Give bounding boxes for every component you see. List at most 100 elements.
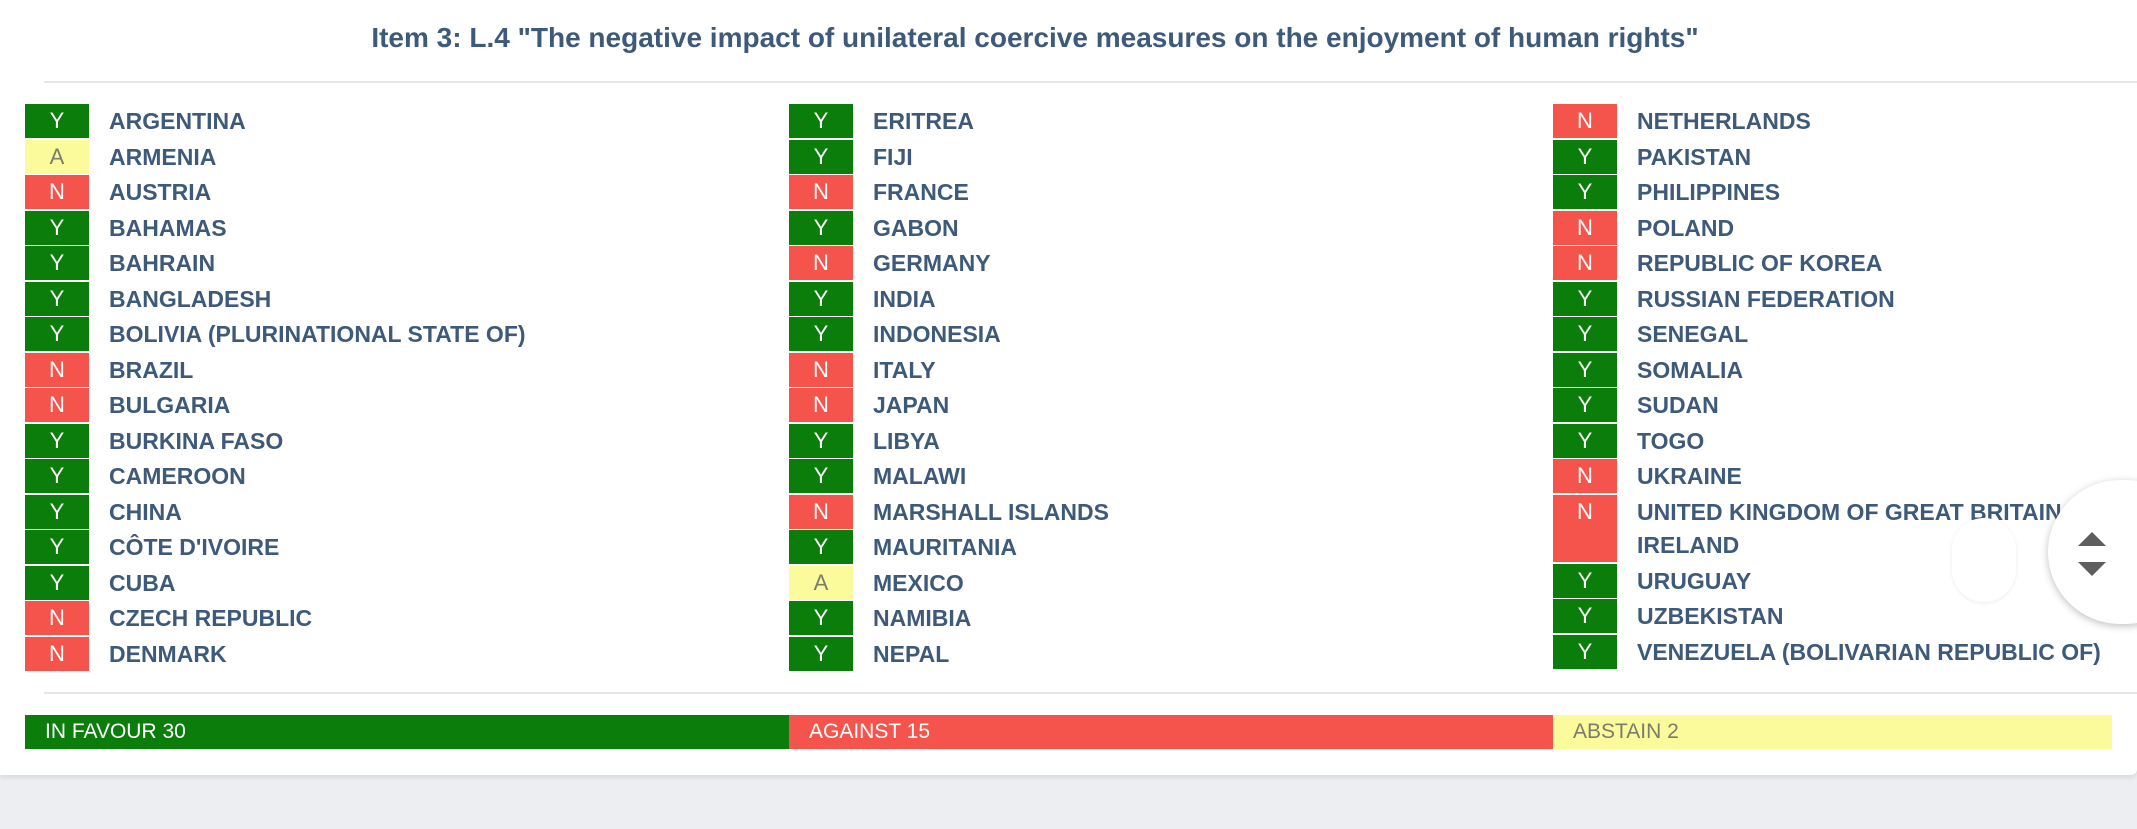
vote-badge: N: [789, 246, 853, 280]
vote-badge: N: [1553, 459, 1617, 493]
vote-row: Y LIBYA: [789, 423, 1109, 460]
vote-column-1: Y ARGENTINA A ARMENIA N AUSTRIA Y BAHAMAS Y BAHRA…: [25, 104, 526, 672]
vote-row: N BULGARIA: [25, 388, 526, 424]
vote-badge: Y: [789, 281, 853, 316]
country-name: BOLIVIA (PLURINATIONAL STATE OF): [109, 321, 526, 347]
vote-badge: Y: [25, 210, 89, 245]
country-name-group: REPUBLIC OF KOREA: [1617, 246, 1882, 280]
country-name-group: BAHRAIN: [89, 246, 215, 280]
country-name: NETHERLANDS: [1637, 108, 1811, 134]
country-name-group: NEPAL: [853, 637, 949, 671]
country-name: ITALY: [873, 356, 936, 383]
country-name: PHILIPPINES: [1637, 179, 1781, 205]
country-name: SUDAN: [1637, 392, 1719, 418]
country-name: UZBEKISTAN: [1637, 603, 1784, 629]
vote-row: A ARMENIA: [25, 139, 526, 176]
country-name-group: BRAZIL: [89, 353, 193, 387]
vote-column-3: N NETHERLANDS Y PAKISTAN Y PHILIPPINES N POLAND…: [1553, 104, 2101, 670]
vote-row: N UKRAINE: [1553, 459, 2101, 495]
vote-row: N UNITED KINGDOM OF GREAT BRITAIN IRELAND: [1553, 494, 2101, 564]
vote-row: Y ARGENTINA: [25, 104, 526, 140]
vote-badge: Y: [1553, 599, 1617, 633]
country-name: DENMARK: [109, 640, 227, 667]
vote-row: Y SENEGAL: [1553, 317, 2101, 353]
vote-row: N POLAND: [1553, 210, 2101, 247]
country-name-group: SENEGAL: [1617, 317, 1748, 351]
country-name-group: PAKISTAN: [1617, 140, 1751, 174]
country-name-group: UKRAINE: [1617, 459, 1742, 493]
country-name-group: CÔTE D'IVOIRE: [89, 530, 279, 564]
vote-badge: N: [789, 494, 853, 529]
country-name: CZECH REPUBLIC: [109, 605, 313, 631]
country-name: UKRAINE: [1637, 463, 1742, 489]
vote-badge: Y: [789, 139, 853, 174]
country-name: ARGENTINA: [109, 108, 246, 134]
country-name-group: PHILIPPINES: [1617, 175, 1780, 209]
abstain-total: ABSTAIN 2: [1553, 715, 2112, 749]
triangle-down-icon[interactable]: [2078, 562, 2106, 576]
vote-row: N JAPAN: [789, 388, 1109, 424]
country-name: NAMIBIA: [873, 605, 972, 631]
country-name-group: BOLIVIA (PLURINATIONAL STATE OF): [89, 317, 526, 351]
vote-row: Y CÔTE D'IVOIRE: [25, 530, 526, 566]
vote-badge: Y: [1553, 352, 1617, 387]
country-name-group: BANGLADESH: [89, 282, 271, 316]
country-name-group: FRANCE: [853, 175, 969, 209]
vote-row: N REPUBLIC OF KOREA: [1553, 246, 2101, 282]
vote-badge: Y: [789, 104, 853, 138]
vote-row: N BRAZIL: [25, 352, 526, 389]
country-name: BULGARIA: [109, 392, 231, 418]
vote-badge: N: [1553, 104, 1617, 138]
vote-badge: Y: [25, 317, 89, 351]
country-name-group: MEXICO: [853, 566, 964, 600]
country-name: REPUBLIC OF KOREA: [1637, 250, 1883, 276]
vote-row: Y NEPAL: [789, 636, 1109, 673]
vote-row: Y BOLIVIA (PLURINATIONAL STATE OF): [25, 317, 526, 353]
vote-row: N AUSTRIA: [25, 175, 526, 211]
country-name: AUSTRIA: [109, 179, 212, 205]
vote-badge: Y: [789, 636, 853, 671]
country-name-group: SUDAN: [1617, 388, 1719, 422]
vote-row: Y RUSSIAN FEDERATION: [1553, 281, 2101, 318]
country-name: URUGUAY: [1637, 567, 1752, 594]
country-name: MALAWI: [873, 463, 967, 489]
country-name-group: JAPAN: [853, 388, 949, 422]
triangle-up-icon[interactable]: [2078, 532, 2106, 546]
vote-row: Y MAURITANIA: [789, 530, 1109, 566]
country-name: RUSSIAN FEDERATION: [1637, 285, 1895, 312]
country-name-group: ARGENTINA: [89, 104, 246, 138]
divider: [44, 81, 2137, 83]
vote-badge: Y: [25, 565, 89, 600]
country-name: SOMALIA: [1637, 356, 1744, 383]
country-name: CAMEROON: [109, 463, 246, 489]
vote-row: Y INDONESIA: [789, 317, 1109, 353]
vote-badge: N: [789, 388, 853, 422]
vote-badge: Y: [789, 530, 853, 564]
country-name-group: UZBEKISTAN: [1617, 599, 1784, 633]
country-name: BAHRAIN: [109, 250, 216, 276]
country-name-group: GABON: [853, 211, 959, 245]
country-name-group: MALAWI: [853, 459, 966, 493]
country-name: GABON: [873, 214, 959, 241]
country-name-group: BAHAMAS: [89, 211, 227, 245]
country-name-group: TOGO: [1617, 424, 1704, 458]
country-name: CÔTE D'IVOIRE: [109, 534, 280, 560]
vote-badge: N: [25, 388, 89, 422]
vote-results-card: Item 3: L.4 "The negative impact of unil…: [0, 0, 2137, 775]
country-name: TOGO: [1637, 427, 1705, 454]
country-name-group: DENMARK: [89, 637, 227, 671]
country-name: VENEZUELA (BOLIVARIAN REPUBLIC OF): [1637, 638, 2101, 665]
vote-row: A MEXICO: [789, 565, 1109, 602]
vote-badge: Y: [1553, 388, 1617, 422]
country-name-group: ERITREA: [853, 104, 974, 138]
vote-badge: Y: [1553, 634, 1617, 669]
country-name-group: INDIA: [853, 282, 936, 316]
floating-control[interactable]: [1952, 518, 2016, 602]
vote-badge: A: [25, 139, 89, 174]
country-name: MEXICO: [873, 569, 964, 596]
vote-row: Y BAHAMAS: [25, 210, 526, 247]
country-name: JAPAN: [873, 392, 950, 418]
vote-badge: Y: [1553, 175, 1617, 209]
vote-badge: N: [1553, 246, 1617, 280]
country-name: LIBYA: [873, 427, 940, 454]
